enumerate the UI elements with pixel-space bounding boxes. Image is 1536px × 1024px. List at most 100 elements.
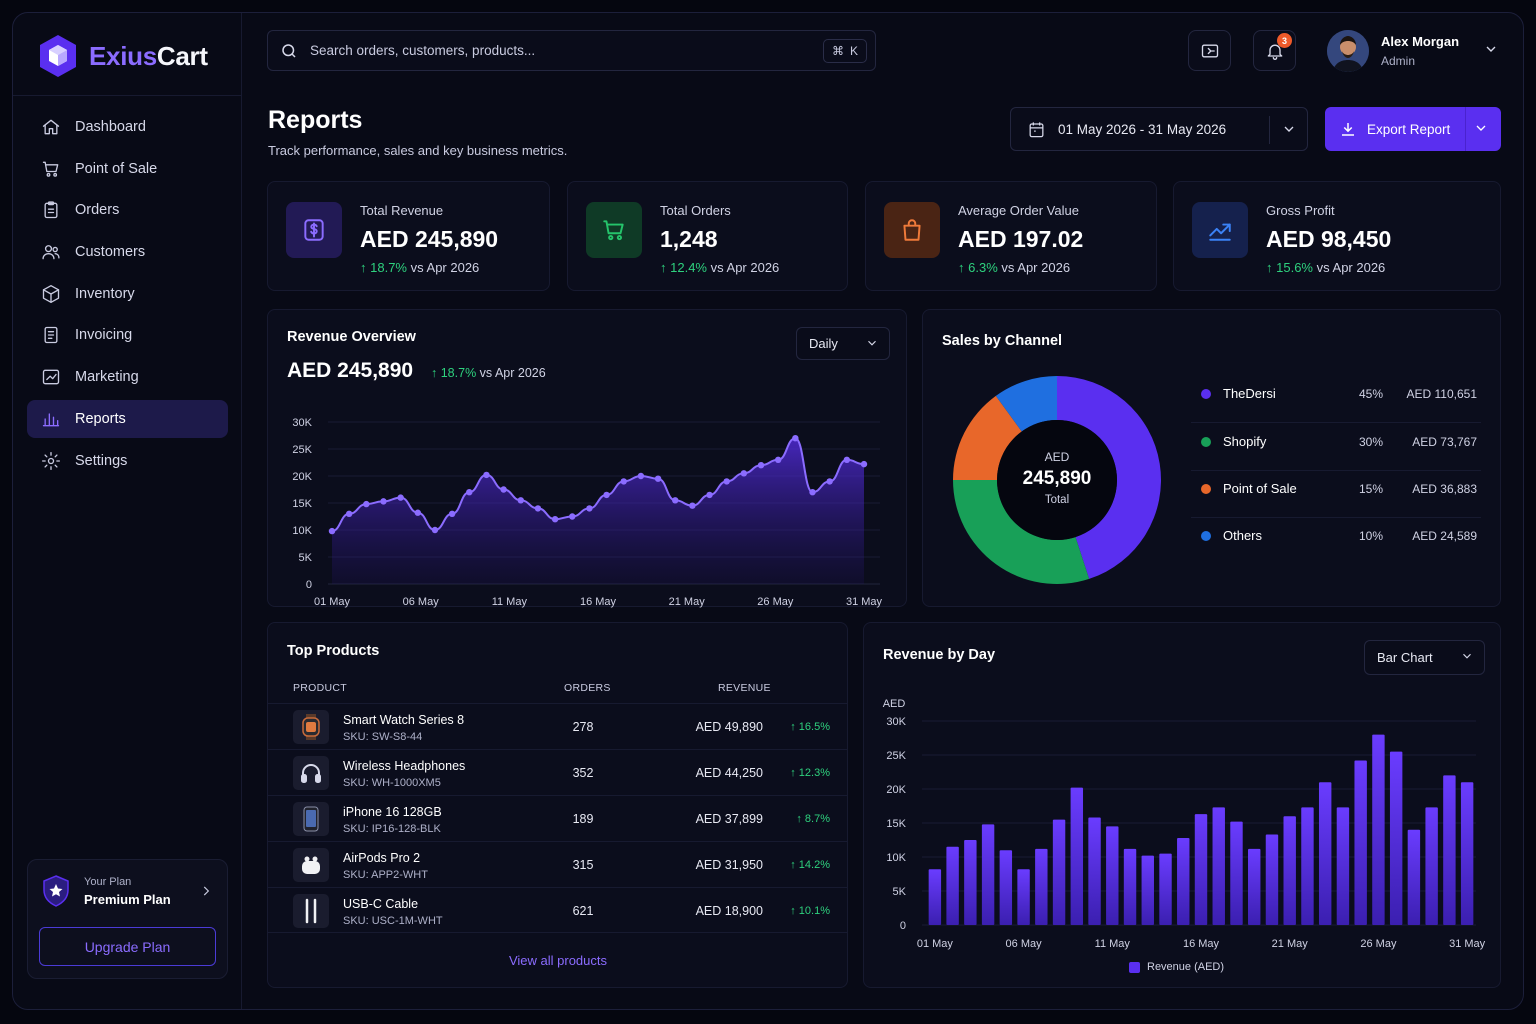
chart-type-select[interactable]: Bar Chart — [1364, 640, 1485, 675]
chart-type-select-value: Bar Chart — [1377, 650, 1433, 665]
x-tick-label: 06 May — [1006, 938, 1043, 950]
brand-name: ExiusCart — [89, 40, 208, 71]
kpi-card-gross-profit: Gross Profit AED 98,450 ↑ 15.6% vs Apr 2… — [1173, 181, 1501, 291]
date-range-value: 01 May 2026 - 31 May 2026 — [1058, 121, 1227, 137]
legend-dot — [1201, 389, 1211, 399]
page-subtitle: Track performance, sales and key busines… — [268, 143, 568, 158]
chevron-down-icon — [868, 340, 876, 346]
chevron-right-icon[interactable] — [199, 884, 213, 903]
sidebar-item-settings[interactable]: Settings — [27, 442, 228, 480]
x-tick-label: 26 May — [1360, 938, 1397, 950]
x-tick-label: 21 May — [1272, 938, 1309, 950]
table-row[interactable]: Smart Watch Series 8 SKU: SW-S8-44 278 A… — [268, 703, 848, 749]
y-tick-label: 10K — [292, 525, 312, 537]
search-icon — [282, 43, 296, 58]
view-all-products-link[interactable]: View all products — [508, 953, 608, 968]
download-icon — [1342, 123, 1354, 136]
table-row[interactable]: AirPods Pro 2 SKU: APP2-WHT 315 AED 31,9… — [268, 841, 848, 887]
table-row[interactable]: USB-C Cable SKU: USC-1M-WHT 621 AED 18,9… — [268, 887, 848, 933]
upgrade-plan-button[interactable]: Upgrade Plan — [39, 927, 216, 966]
data-point — [672, 497, 679, 504]
y-tick-label: 0 — [900, 920, 906, 932]
table-row[interactable]: Wireless Headphones SKU: WH-1000XM5 352 … — [268, 749, 848, 795]
bar — [1372, 734, 1385, 925]
sidebar-item-orders[interactable]: Orders — [27, 191, 228, 229]
channel-row: Others 10% AED 24,589 — [1191, 518, 1481, 565]
bar — [964, 840, 977, 925]
sidebar-item-label: Settings — [75, 452, 128, 469]
bar — [981, 824, 995, 925]
arrow-up-icon: ↑ — [1266, 260, 1273, 275]
arrow-up-icon: ↑ — [660, 260, 667, 275]
chevron-down-icon[interactable] — [1473, 120, 1489, 136]
sidebar-item-inventory[interactable]: Inventory — [27, 275, 228, 313]
search-bar[interactable]: ⌘K — [267, 30, 876, 71]
x-tick-label: 11 May — [1095, 938, 1131, 950]
sidebar-item-reports[interactable]: Reports — [27, 399, 228, 438]
data-point — [826, 478, 833, 485]
phone-icon — [293, 802, 329, 836]
x-tick-label: 21 May — [669, 596, 706, 608]
screen-share-icon — [1201, 44, 1218, 57]
divider — [1269, 116, 1270, 144]
sales-by-channel-card: Sales by Channel AED 245,890 Total TheDe… — [922, 309, 1501, 607]
data-point — [860, 460, 868, 468]
bar — [1336, 807, 1350, 925]
date-range-picker[interactable]: 01 May 2026 - 31 May 2026 — [1010, 107, 1308, 151]
bar — [1017, 869, 1030, 925]
export-report-label: Export Report — [1367, 121, 1451, 137]
earbuds-icon — [293, 848, 329, 882]
revenue-overview-card: Revenue Overview AED 245,890 ↑ 18.7% vs … — [267, 309, 907, 608]
data-point — [466, 489, 473, 496]
revenue-area-chart: 0 5K 10K 15K 20K 25K 30K 01 May 06 May 11 May 16 M… — [292, 417, 883, 608]
bar — [1301, 807, 1314, 925]
data-point — [517, 497, 524, 504]
data-point — [380, 498, 387, 505]
notifications-button[interactable]: 3 — [1253, 30, 1296, 71]
user-menu[interactable]: Alex Morgan Admin — [1327, 30, 1459, 72]
channel-row: Shopify 30% AED 73,767 — [1191, 424, 1481, 471]
sidebar-item-marketing[interactable]: Marketing — [27, 358, 228, 396]
x-tick-label: 01 May — [314, 596, 351, 608]
sidebar-item-label: Point of Sale — [75, 160, 158, 177]
notification-count-badge: 3 — [1277, 33, 1292, 48]
bar — [1443, 775, 1456, 925]
app-window: ExiusCart Dashboard Point of Sale Orders… — [12, 12, 1524, 1010]
y-tick-label: 25K — [292, 444, 312, 456]
table-row[interactable]: iPhone 16 128GB SKU: IP16-128-BLK 189 AE… — [268, 795, 848, 841]
sidebar-item-invoicing[interactable]: Invoicing — [27, 316, 228, 354]
bar — [1248, 848, 1261, 925]
sidebar-item-point-of-sale[interactable]: Point of Sale — [27, 150, 228, 188]
y-tick-label: 30K — [886, 716, 906, 728]
x-tick-label: 26 May — [757, 596, 794, 608]
arrow-up-icon: ↑ — [958, 260, 965, 275]
chevron-down-icon[interactable] — [1483, 41, 1499, 57]
card-title: Revenue by Day — [883, 647, 996, 663]
period-select[interactable]: Daily — [796, 327, 890, 360]
box-icon — [42, 284, 60, 303]
y-tick-label: 15K — [292, 498, 312, 510]
keyboard-shortcut-hint: ⌘ K — [822, 39, 867, 63]
brand-logo[interactable]: ExiusCart — [37, 33, 208, 79]
legend-dot — [1201, 437, 1211, 447]
y-tick-label: 5K — [299, 552, 313, 564]
sidebar-item-label: Orders — [75, 202, 120, 219]
kpi-card-total-orders: Total Orders 1,248 ↑ 12.4% vs Apr 2026 — [567, 181, 848, 291]
screen-share-button[interactable] — [1188, 30, 1231, 71]
donut-slice — [953, 395, 1022, 480]
bar — [1123, 848, 1137, 925]
sidebar-item-dashboard[interactable]: Dashboard — [27, 108, 228, 146]
export-report-button[interactable]: Export Report — [1325, 107, 1501, 151]
sidebar-nav: Dashboard Point of Sale Orders Customers… — [27, 108, 228, 483]
search-input[interactable] — [310, 43, 810, 58]
plan-info[interactable]: Your Plan Premium Plan — [40, 874, 171, 908]
data-point — [431, 526, 439, 534]
kpi-delta: ↑ 6.3% vs Apr 2026 — [958, 260, 1071, 275]
sidebar-item-label: Reports — [75, 410, 126, 427]
data-point — [620, 478, 627, 485]
bar-chart-icon — [42, 413, 60, 427]
x-tick-label: 31 May — [846, 596, 883, 608]
sidebar-item-customers[interactable]: Customers — [27, 233, 228, 271]
data-point — [569, 513, 576, 520]
cube-logo-icon — [40, 35, 76, 77]
